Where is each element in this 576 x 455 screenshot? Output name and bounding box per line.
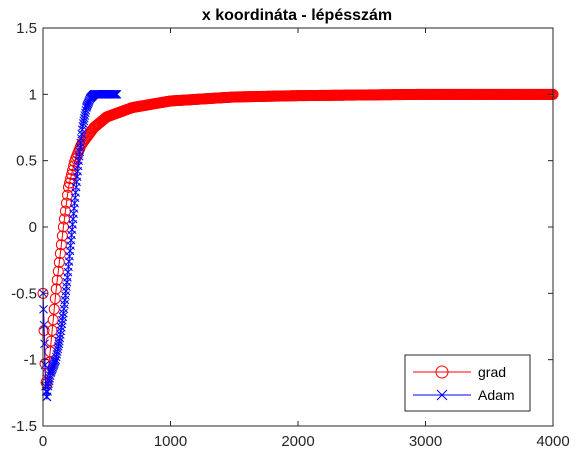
data-point <box>58 315 67 325</box>
data-point <box>57 319 67 329</box>
data-point <box>78 119 88 128</box>
y-tick-label: -1 <box>24 352 37 369</box>
data-point <box>58 213 70 225</box>
data-point <box>52 265 64 277</box>
legend: grad Adam <box>404 354 531 412</box>
data-point <box>50 283 62 295</box>
data-point <box>44 379 53 388</box>
data-point <box>39 320 49 330</box>
data-point <box>57 221 69 233</box>
data-point <box>79 113 89 123</box>
data-point <box>52 347 62 357</box>
data-point <box>112 89 122 99</box>
data-point <box>43 381 53 391</box>
legend-label: Adam <box>478 387 515 403</box>
data-point <box>53 342 63 351</box>
chart-title: x koordináta - lépésszám <box>202 7 392 24</box>
y-tick-label: 0 <box>29 219 37 236</box>
legend-marker <box>436 389 448 401</box>
data-point <box>63 181 74 193</box>
ticks-layer: 0 1000 2000 3000 4000 1.5 1 0.5 0 -0.5 -1 -1.5 <box>11 20 570 450</box>
x-tick-label: 0 <box>39 433 47 450</box>
data-point <box>40 339 49 349</box>
data-point <box>51 352 61 362</box>
y-tick-label: -0.5 <box>11 285 37 302</box>
legend-label: grad <box>478 364 506 380</box>
y-tick-label: 1.5 <box>16 20 37 37</box>
data-point <box>80 108 90 118</box>
data-point <box>78 121 88 131</box>
data-point <box>57 323 66 332</box>
data-point <box>66 168 78 180</box>
data-point <box>58 312 68 322</box>
data-point <box>60 197 72 209</box>
data-point <box>51 274 63 286</box>
data-point <box>48 303 60 315</box>
x-tick-label: 4000 <box>536 433 569 450</box>
data-point <box>53 344 63 354</box>
data-point <box>45 373 54 383</box>
legend-box <box>404 354 531 412</box>
data-point <box>52 350 62 359</box>
data-point <box>80 111 90 120</box>
data-point <box>79 116 89 126</box>
y-tick-label: 1 <box>29 86 37 103</box>
data-point <box>55 333 65 343</box>
data-point <box>54 248 66 260</box>
data-point <box>56 230 68 242</box>
series-layer <box>37 88 559 402</box>
x-tick-label: 1000 <box>154 433 187 450</box>
data-point <box>55 239 67 251</box>
data-point <box>44 376 54 386</box>
data-point <box>51 355 61 365</box>
legend-marker <box>435 365 449 379</box>
series-grad <box>37 88 559 390</box>
data-point <box>55 330 65 339</box>
data-point <box>39 304 48 314</box>
y-tick-label: 0.5 <box>16 153 37 170</box>
series-adam <box>38 89 122 402</box>
x-tick-label: 2000 <box>281 433 314 450</box>
series-line <box>42 93 553 387</box>
x-tick-label: 3000 <box>409 433 442 450</box>
data-point <box>50 357 60 367</box>
data-point <box>64 177 76 189</box>
data-point <box>46 324 58 336</box>
y-tick-label: -1.5 <box>11 418 37 435</box>
data-point <box>53 256 65 268</box>
data-point <box>56 326 66 336</box>
